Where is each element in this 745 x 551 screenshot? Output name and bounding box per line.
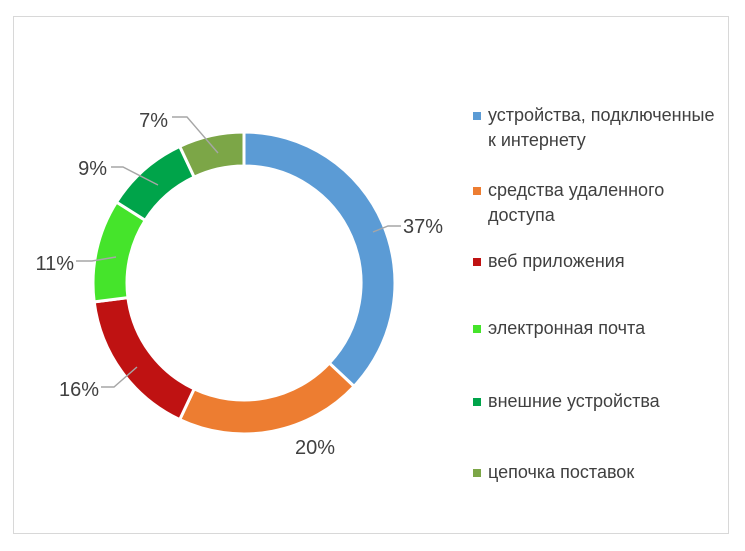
donut-slice <box>177 360 357 436</box>
data-label: 7% <box>139 110 168 132</box>
data-label: 37% <box>403 216 443 238</box>
leader-line <box>76 256 117 262</box>
leader-line <box>101 366 138 388</box>
data-label: 20% <box>295 437 335 459</box>
legend-swatch-icon <box>473 112 481 120</box>
donut-slice <box>177 130 246 180</box>
legend-label: веб приложения <box>488 251 625 271</box>
legend-item: устройства, подключенные к интернету <box>473 103 715 153</box>
legend-item: средства удаленного доступа <box>473 178 664 228</box>
leader-line <box>111 166 159 186</box>
legend-item: цепочка поставок <box>473 460 634 485</box>
legend-label: средства удаленного доступа <box>488 180 665 225</box>
legend-label: электронная почта <box>488 318 646 338</box>
donut-slice <box>242 130 397 389</box>
legend-item: внешние устройства <box>473 389 660 414</box>
legend-swatch-icon <box>473 258 481 266</box>
leader-line <box>172 116 219 154</box>
legend-label: внешние устройства <box>488 391 660 411</box>
legend-item: электронная почта <box>473 316 645 341</box>
leader-line <box>372 225 401 233</box>
data-label: 9% <box>78 158 107 180</box>
legend-item: веб приложения <box>473 249 625 274</box>
donut-slice <box>92 295 197 422</box>
data-label: 16% <box>59 379 99 401</box>
legend-swatch-icon <box>473 469 481 477</box>
legend-swatch-icon <box>473 187 481 195</box>
legend-swatch-icon <box>473 398 481 406</box>
legend-label: устройства, подключенные к интернету <box>488 105 715 150</box>
legend-swatch-icon <box>473 325 481 333</box>
legend-label: цепочка поставок <box>488 462 635 482</box>
data-label: 11% <box>35 253 74 275</box>
